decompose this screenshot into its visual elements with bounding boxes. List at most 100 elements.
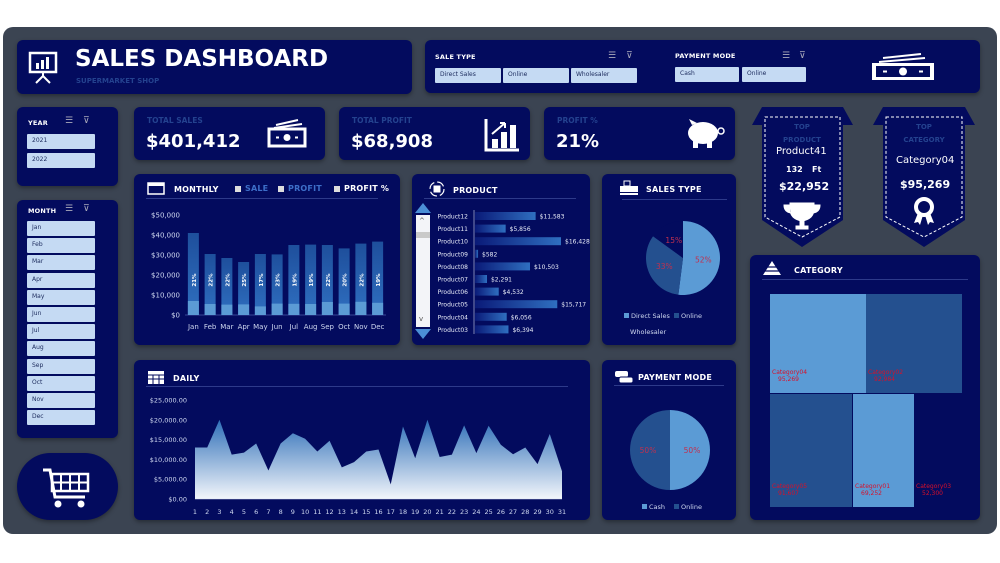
legend-label: PROFIT % [344,184,390,193]
profit-bar [355,301,367,315]
clear-filter-icon[interactable]: ⊽ [799,51,806,61]
scroll-down-arrow-icon[interactable] [415,329,431,339]
y-tick-label: $15,000.00 [150,436,187,444]
top-product-qty: 132 [786,165,803,174]
multi-select-icon[interactable]: ☰ [65,204,74,214]
x-tick-label: 12 [325,508,333,516]
legend-wholesaler: Wholesaler [630,328,666,336]
year-2021[interactable]: 2021 [27,134,95,149]
x-tick-label: 17 [387,508,395,516]
clear-filter-icon[interactable]: ⊽ [626,51,633,61]
treemap-cell-category04[interactable]: Category04 95,269 [770,294,866,393]
clear-filter-icon[interactable]: ⊽ [83,204,90,214]
month-jun[interactable]: Jun [27,307,95,322]
cell-value: 92,984 [874,376,895,383]
checkbox-icon[interactable] [334,185,340,192]
treemap-cell-category01[interactable]: Category01 69,252 [853,394,914,507]
page-subtitle: SUPERMARKET SHOP [76,77,160,85]
top-category-label: TOP CATEGORY [873,121,975,147]
month-mar[interactable]: Mar [27,255,95,271]
sale-type-wholesaler[interactable]: Wholesaler [571,68,637,83]
cell-name: Category02 [868,369,904,376]
profit-bar [221,304,233,315]
product-value-label: $11,583 [540,214,565,221]
presentation-chart-icon [28,51,58,84]
product-bar [475,275,487,283]
y-tick-label: $10,000.00 [150,456,187,464]
multi-select-icon[interactable]: ☰ [782,51,791,61]
cell-value: 52,300 [922,490,943,497]
month-jul[interactable]: Jul [27,324,95,340]
chevron-down-icon[interactable]: v [419,315,424,323]
month-may[interactable]: May [27,289,95,305]
legend-sale[interactable]: SALE [235,184,268,193]
cars-icon [615,371,634,384]
sale-bar [254,254,266,315]
scroll-up-arrow-icon[interactable] [415,203,431,213]
treemap-cell-category05[interactable]: Category05 91,607 [770,394,852,507]
cart-badge [17,453,118,520]
title-card: SALES DASHBOARD SUPERMARKET SHOP [17,40,412,94]
scroll-track[interactable] [416,215,430,327]
product-bar [475,262,530,271]
product-chart-card: PRODUCT ^ v Product12 $11,583 Product11 $5,… [412,174,590,345]
legend-profit[interactable]: PROFIT [278,184,322,193]
cash-icon [872,53,934,80]
checkbox-icon[interactable] [235,185,241,192]
y-tick-label: $40,000 [151,232,180,240]
month-nov[interactable]: Nov [27,393,95,408]
x-tick-label: Jan [187,323,199,331]
cell-name: Category03 [916,483,952,490]
sale-bar [187,233,199,315]
month-dec[interactable]: Dec [27,410,95,426]
x-tick-label: Apr [238,323,250,331]
x-tick-label: 2 [205,508,209,516]
sale-type-online[interactable]: Online [503,68,569,83]
chart-title: PRODUCT [453,186,498,195]
product-value-label: $6,056 [511,314,532,321]
divider [614,385,724,386]
sale-type-direct-sales[interactable]: Direct Sales [435,68,501,83]
y-tick-label: $20,000.00 [150,416,187,424]
scroll-thumb[interactable] [416,232,430,238]
legend-online: Online [674,503,702,511]
profit-bar [238,304,250,315]
x-tick-label: 13 [338,508,346,516]
product-label: Product09 [438,251,469,258]
treemap-cell-category03[interactable]: Category03 52,300 [914,394,962,507]
multi-select-icon[interactable]: ☰ [608,51,617,61]
profit-pct-label: 22% [359,273,365,287]
x-tick-label: Sep [321,323,335,331]
treemap-cell-category02[interactable]: Category02 92,984 [866,294,962,393]
y-tick-label: $0.00 [168,496,187,504]
legend-profit-pct[interactable]: PROFIT % [334,184,389,193]
payment-mode-label: PAYMENT MODE [675,52,736,60]
kpi-label: PROFIT % [557,116,598,125]
checkbox-icon[interactable] [278,185,284,192]
year-2022[interactable]: 2022 [27,153,95,168]
piggy-bank-icon [688,119,725,148]
legend-label: Online [681,503,702,511]
sale-bar [372,241,384,315]
multi-select-icon[interactable]: ☰ [65,116,74,126]
product-scrollbar[interactable]: ^ v [415,203,431,339]
legend-swatch [674,504,679,509]
payment-mode-cash[interactable]: Cash [675,67,739,82]
month-apr[interactable]: Apr [27,272,95,288]
month-aug[interactable]: Aug [27,341,95,357]
month-feb[interactable]: Feb [27,238,95,254]
cash-icon [267,119,307,148]
month-jan[interactable]: Jan [27,221,95,236]
product-label: PRODUCT [783,136,821,144]
chevron-up-icon[interactable]: ^ [419,217,425,225]
product-bar-chart: Product12 $11,583 Product11 $5,856 Product10… [438,210,590,334]
profit-pct-label: 19% [376,273,382,287]
award-ribbon-icon [914,197,934,225]
clear-filter-icon[interactable]: ⊽ [83,116,90,126]
pie-slice-wholesaler [653,221,683,258]
month-sep[interactable]: Sep [27,358,95,374]
month-oct[interactable]: Oct [27,375,95,391]
payment-mode-online[interactable]: Online [742,67,806,82]
product-label: Product06 [438,289,469,296]
kpi-label: TOTAL PROFIT [352,116,412,125]
